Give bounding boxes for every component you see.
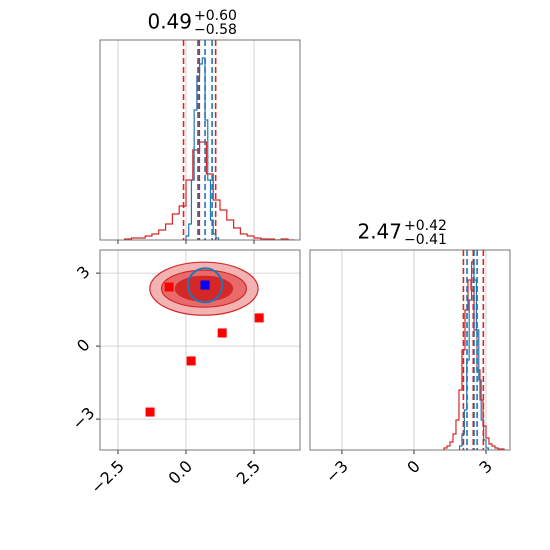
marker <box>186 356 196 366</box>
marker <box>254 313 264 323</box>
panel-title: 2.47 <box>357 220 402 244</box>
x-tick-label: −2.5 <box>87 457 128 498</box>
x-tick-label: −3 <box>322 457 352 487</box>
panel <box>341 250 505 450</box>
marker <box>200 280 210 290</box>
title-lower: −0.58 <box>194 22 237 38</box>
marker <box>145 407 155 417</box>
title-lower: −0.41 <box>404 232 447 248</box>
marker <box>217 328 227 338</box>
contour <box>186 267 224 304</box>
title-upper: +0.42 <box>404 218 447 234</box>
y-tick-label: 0 <box>73 335 94 356</box>
x-tick-label: 0 <box>403 457 424 478</box>
x-tick-label: 2.5 <box>233 457 264 488</box>
marker <box>164 282 174 292</box>
panel-title: 0.49 <box>147 10 192 34</box>
histogram-step <box>185 57 220 240</box>
title-upper: +0.60 <box>194 8 237 24</box>
y-tick-label: 3 <box>73 262 94 283</box>
axes-frame <box>99 249 301 451</box>
panel <box>100 250 300 450</box>
x-tick-label: 0.0 <box>165 457 196 488</box>
histogram-step <box>124 141 295 240</box>
x-tick-label: 3 <box>475 457 496 478</box>
axes-frame <box>309 249 511 451</box>
y-tick-label: −3 <box>68 403 98 433</box>
axes-frame <box>99 39 301 241</box>
panel <box>117 40 295 240</box>
